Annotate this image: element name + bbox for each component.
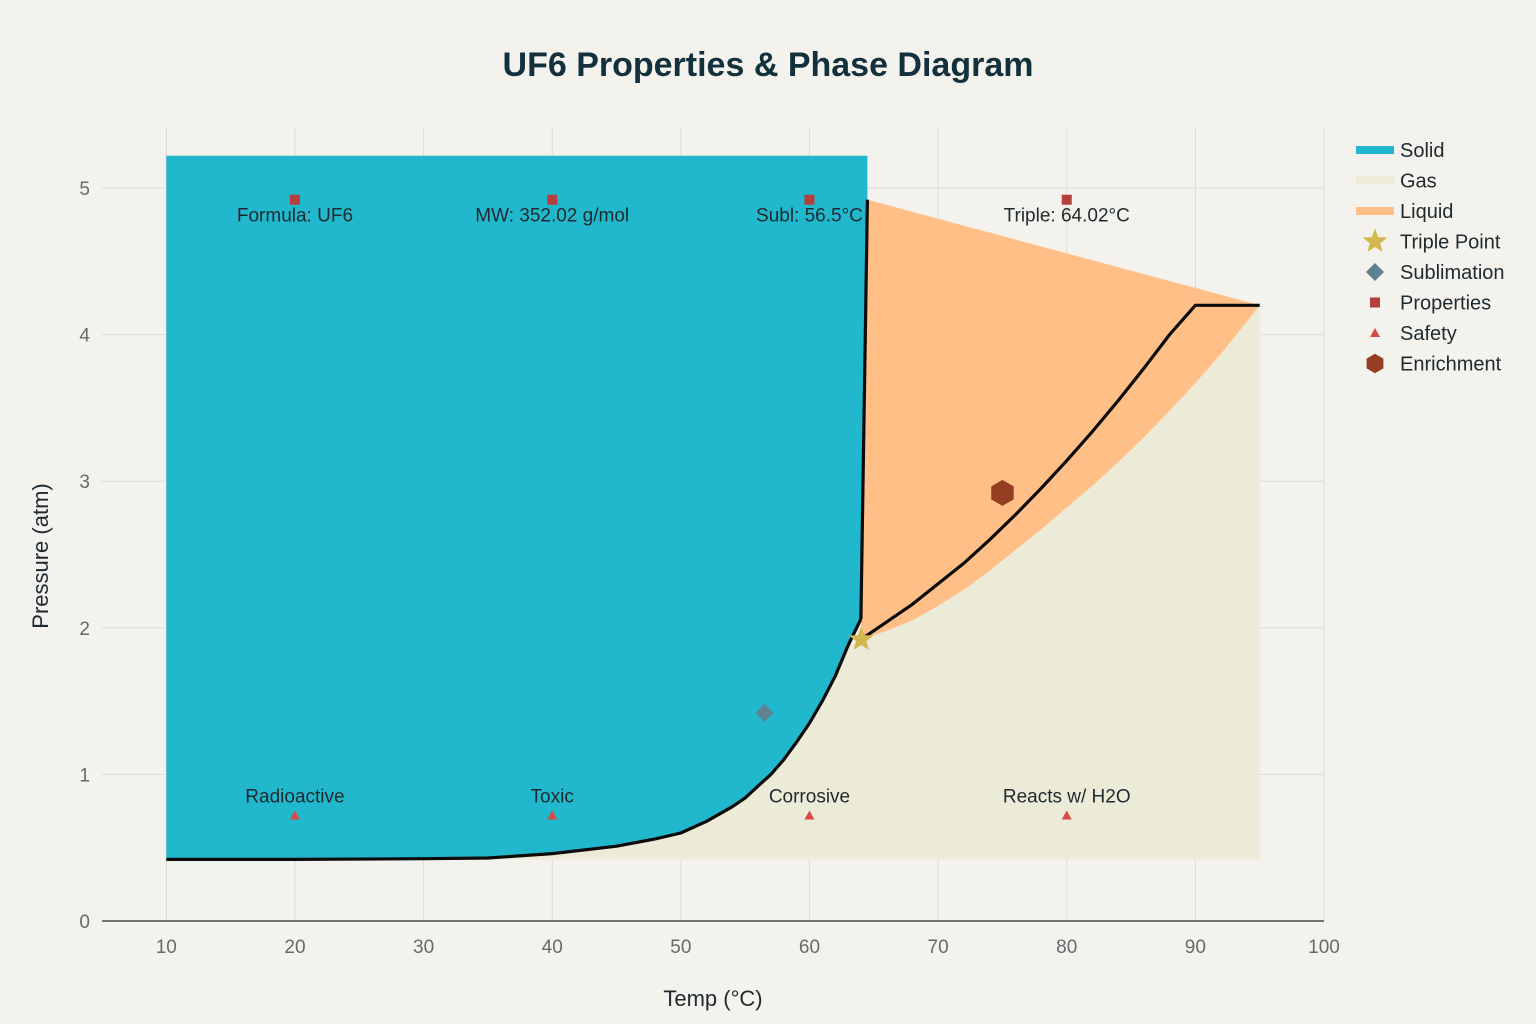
legend-item-sublimation: Sublimation [1366,262,1505,284]
annotations: Formula: UF6 MW: 352.02 g/mol Subl: 56.5°C… [237,206,1131,808]
safety-label: Radioactive [245,786,344,807]
legend-label: Liquid [1400,201,1453,223]
y-tick-label: 1 [79,765,90,786]
enrichment-marker [991,479,1014,506]
safety-marker [547,810,558,820]
properties-marker [289,194,300,205]
legend: Solid Gas Liquid Triple Point Sublimation Pro… [1356,140,1505,376]
axes: 10 20 30 40 50 60 70 80 90 100 0 1 2 3 4 5 [79,179,1339,958]
chart-title: UF6 Properties & Phase Diagram [503,46,1034,84]
legend-item-liquid: Liquid [1356,201,1453,223]
x-tick-label: 70 [928,937,949,958]
liquid-region [860,199,1260,640]
safety-marker [289,810,300,820]
x-tick-label: 30 [413,937,434,958]
legend-item-solid: Solid [1356,140,1444,162]
x-tick-label: 100 [1308,937,1340,958]
y-tick-label: 3 [79,472,90,493]
safety-label: Reacts w/ H2O [1003,786,1131,807]
safety-marker [1061,810,1072,820]
properties-label: Triple: 64.02°C [1004,206,1130,227]
solid-region [166,155,868,860]
legend-swatch [1356,146,1394,154]
x-tick-label: 90 [1185,937,1206,958]
legend-label: Gas [1400,171,1437,193]
phase-boundary-line [859,303,1260,641]
legend-label: Triple Point [1400,232,1501,254]
legend-label: Enrichment [1400,354,1502,376]
gas-region [166,305,1260,860]
x-tick-label: 60 [799,937,820,958]
properties-label: Formula: UF6 [237,206,353,227]
phase-boundaries [166,199,1260,862]
properties-label: Subl: 56.5°C [756,206,863,227]
markers [289,194,1072,820]
sublimation-marker [755,703,774,722]
legend-swatch [1356,176,1394,185]
legend-item-gas: Gas [1356,171,1437,193]
legend-label: Safety [1400,323,1457,345]
legend-swatch [1362,228,1388,252]
x-tick-label: 10 [156,937,177,958]
legend-label: Sublimation [1400,262,1505,284]
legend-swatch [1370,297,1380,308]
y-tick-label: 5 [79,179,90,200]
legend-swatch [1356,207,1394,215]
y-tick-label: 0 [79,912,90,933]
x-tick-label: 50 [670,937,691,958]
legend-item-triple-point: Triple Point [1362,228,1501,254]
legend-label: Properties [1400,293,1491,315]
x-axis-title: Temp (°C) [663,986,762,1011]
y-tick-label: 4 [79,326,90,347]
y-tick-label: 2 [79,619,90,640]
phase-boundary-line [166,618,863,862]
legend-item-safety: Safety [1370,323,1457,345]
properties-marker [547,194,558,205]
x-tick-label: 20 [284,937,305,958]
properties-marker [804,194,815,205]
safety-marker [804,810,815,820]
y-axis-title: Pressure (atm) [28,483,53,628]
safety-label: Toxic [531,786,574,807]
properties-label: MW: 352.02 g/mol [475,206,629,227]
phase-boundary-line [859,199,869,620]
legend-swatch [1366,353,1384,374]
safety-label: Corrosive [769,786,850,807]
properties-marker [1061,194,1072,205]
x-tick-label: 80 [1056,937,1077,958]
legend-label: Solid [1400,140,1444,162]
x-tick-label: 40 [542,937,563,958]
legend-swatch [1370,328,1380,337]
legend-item-properties: Properties [1370,293,1491,315]
triple-point-marker [848,626,874,650]
legend-item-enrichment: Enrichment [1366,353,1502,376]
legend-swatch [1366,263,1384,281]
phase-areas [166,155,1260,860]
